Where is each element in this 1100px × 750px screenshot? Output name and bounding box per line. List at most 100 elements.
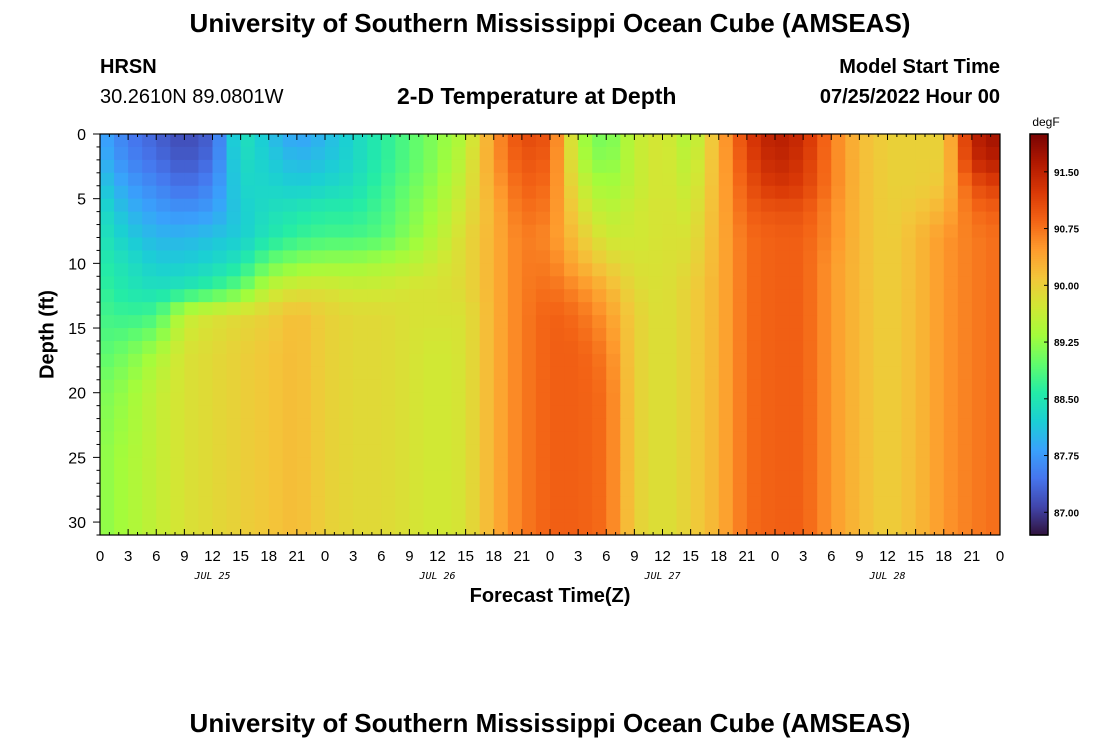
colorbar-swatch — [1030, 392, 1048, 396]
heatmap-cell — [507, 392, 523, 407]
heatmap-cell — [746, 263, 762, 277]
colorbar-swatch — [1030, 240, 1048, 243]
x-tick-label: 12 — [654, 548, 671, 565]
heatmap-cell — [676, 366, 692, 381]
heatmap-cell — [465, 444, 481, 458]
heatmap-cell — [887, 146, 903, 161]
heatmap-cell — [887, 302, 903, 316]
heatmap-cell — [423, 431, 439, 446]
heatmap-cell — [704, 431, 720, 446]
heatmap-cell — [971, 353, 987, 368]
x-axis-label: Forecast Time(Z) — [469, 585, 631, 607]
heatmap-cell — [325, 237, 340, 252]
heatmap-cell — [564, 483, 579, 497]
heatmap-cell — [339, 496, 354, 510]
heatmap-cell — [128, 509, 143, 523]
colorbar-swatch — [1030, 336, 1048, 340]
colorbar-swatch — [1030, 482, 1048, 486]
heatmap-cell — [915, 302, 931, 316]
heatmap-cell — [339, 328, 354, 342]
heatmap-cell — [395, 379, 410, 394]
heatmap-cell — [859, 237, 875, 252]
x-day-label: JUL 25 — [193, 571, 230, 582]
heatmap-cell — [845, 457, 860, 471]
colorbar-swatch — [1030, 466, 1048, 470]
heatmap-cell — [550, 159, 565, 174]
heatmap-cell — [620, 198, 635, 213]
heatmap-cell — [803, 250, 818, 264]
heatmap-cell — [296, 379, 312, 394]
heatmap-cell — [676, 237, 692, 252]
heatmap-cell — [423, 198, 439, 213]
heatmap-cell — [985, 379, 1000, 394]
heatmap-cell — [690, 340, 706, 355]
heatmap-cell — [184, 418, 200, 433]
heatmap-cell — [873, 198, 889, 213]
heatmap-cell — [550, 146, 565, 161]
heatmap-cell — [901, 457, 917, 471]
heatmap-cell — [620, 340, 635, 355]
heatmap-cell — [746, 159, 762, 174]
colorbar-swatch — [1030, 498, 1048, 502]
heatmap-cell — [507, 522, 523, 535]
heatmap-cell — [296, 470, 312, 484]
heatmap-cell — [296, 134, 312, 148]
heatmap-cell — [339, 353, 354, 368]
heatmap-cell — [437, 483, 453, 497]
heatmap-cell — [451, 470, 467, 484]
heatmap-cell — [578, 315, 593, 329]
heatmap-cell — [578, 198, 593, 213]
heatmap-cell — [198, 159, 214, 174]
heatmap-cell — [493, 224, 509, 239]
heatmap-cell — [282, 237, 298, 252]
heatmap-cell — [353, 185, 368, 200]
heatmap-cell — [156, 418, 171, 433]
heatmap-cell — [831, 211, 846, 226]
heatmap-cell — [634, 237, 650, 252]
heatmap-cell — [634, 392, 650, 407]
heatmap-cell — [957, 276, 973, 290]
colorbar-swatch — [1030, 494, 1048, 498]
heatmap-cell — [465, 224, 481, 239]
heatmap-cell — [732, 159, 748, 174]
heatmap-cell — [789, 353, 804, 368]
heatmap-cell — [704, 302, 720, 316]
heatmap-cell — [114, 250, 129, 264]
heatmap-cell — [817, 392, 832, 407]
heatmap-cell — [775, 470, 790, 484]
heatmap-cell — [746, 250, 762, 264]
heatmap-cell — [156, 353, 171, 368]
heatmap-cell — [873, 315, 889, 329]
heatmap-cell — [184, 431, 200, 446]
heatmap-cell — [760, 418, 776, 433]
heatmap-cell — [578, 302, 593, 316]
heatmap-cell — [395, 522, 410, 535]
heatmap-cell — [718, 315, 734, 329]
heatmap-cell — [648, 353, 664, 368]
heatmap-cell — [775, 392, 790, 407]
heatmap-cell — [803, 134, 818, 148]
heatmap-cell — [142, 134, 157, 148]
heatmap-cell — [268, 509, 284, 523]
heatmap-cell — [409, 159, 425, 174]
heatmap-cell — [550, 263, 565, 277]
heatmap-cell — [690, 496, 706, 510]
heatmap-cell — [184, 470, 200, 484]
heatmap-cell — [465, 418, 481, 433]
heatmap-cell — [887, 263, 903, 277]
colorbar-swatch — [1030, 450, 1048, 454]
heatmap-cell — [184, 340, 200, 355]
heatmap-cell — [817, 328, 832, 342]
heatmap-cell — [226, 263, 242, 277]
heatmap-cell — [535, 418, 551, 433]
heatmap-cell — [296, 172, 312, 187]
heatmap-cell — [535, 366, 551, 381]
heatmap-cell — [226, 159, 242, 174]
heatmap-cell — [760, 263, 776, 277]
heatmap-cell — [690, 315, 706, 329]
heatmap-cell — [339, 172, 354, 187]
heatmap-cell — [648, 211, 664, 226]
heatmap-cell — [887, 211, 903, 226]
heatmap-cell — [718, 509, 734, 523]
heatmap-cell — [873, 237, 889, 252]
